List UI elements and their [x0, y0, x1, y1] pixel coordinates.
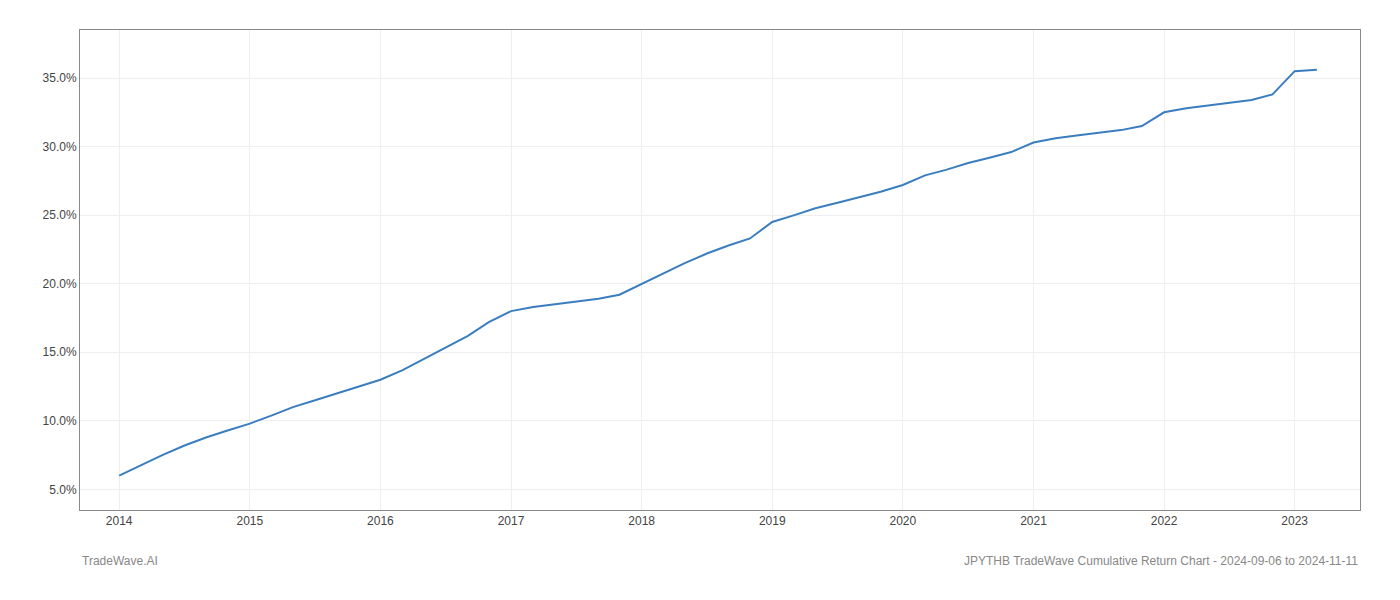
- svg-text:2021: 2021: [1020, 514, 1047, 528]
- svg-text:30.0%: 30.0%: [43, 140, 77, 154]
- svg-text:2020: 2020: [890, 514, 917, 528]
- svg-text:2019: 2019: [759, 514, 786, 528]
- svg-text:2016: 2016: [367, 514, 394, 528]
- svg-text:2023: 2023: [1281, 514, 1308, 528]
- svg-text:2017: 2017: [498, 514, 525, 528]
- svg-text:2014: 2014: [106, 514, 133, 528]
- svg-text:25.0%: 25.0%: [43, 208, 77, 222]
- svg-text:35.0%: 35.0%: [43, 71, 77, 85]
- svg-text:15.0%: 15.0%: [43, 345, 77, 359]
- svg-text:JPYTHB TradeWave Cumulative Re: JPYTHB TradeWave Cumulative Return Chart…: [964, 554, 1358, 568]
- svg-text:2018: 2018: [628, 514, 655, 528]
- svg-text:TradeWave.AI: TradeWave.AI: [82, 554, 158, 568]
- svg-text:5.0%: 5.0%: [49, 483, 77, 497]
- svg-text:10.0%: 10.0%: [43, 414, 77, 428]
- svg-text:2022: 2022: [1151, 514, 1178, 528]
- svg-text:20.0%: 20.0%: [43, 277, 77, 291]
- svg-text:2015: 2015: [236, 514, 263, 528]
